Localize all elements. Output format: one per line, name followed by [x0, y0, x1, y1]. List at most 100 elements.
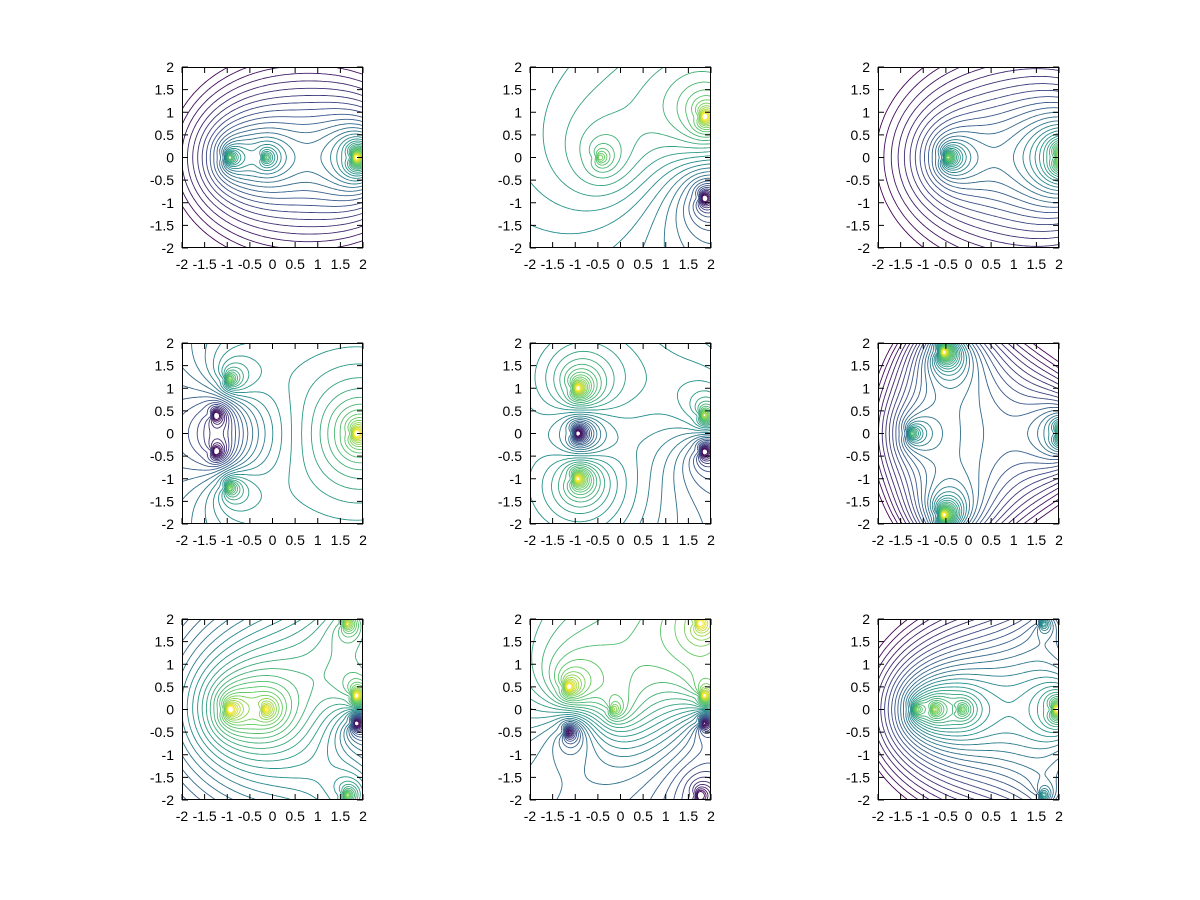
- contour-level: [907, 619, 1059, 800]
- contour-level: [531, 619, 711, 725]
- contour-level: [894, 619, 1059, 800]
- contour-level: [878, 619, 919, 800]
- y-tick-label: 1.5: [503, 358, 523, 374]
- contour-level: [937, 116, 1059, 199]
- contour-level: [558, 714, 711, 800]
- y-tick-label: 1.5: [155, 634, 175, 650]
- contour-level: [187, 402, 236, 465]
- contour-level: [212, 343, 274, 524]
- contour-level: [192, 80, 363, 235]
- contour-level: [887, 619, 1012, 800]
- contour-level: [227, 147, 363, 168]
- x-tick-label: -1.5: [541, 256, 565, 272]
- y-tick-label: -0.5: [150, 724, 174, 740]
- contour-level: [878, 343, 1059, 524]
- y-tick-label: -0.5: [846, 448, 870, 464]
- x-tick-label: -0.5: [238, 808, 262, 824]
- x-tick-label: 1.5: [331, 256, 351, 272]
- y-tick-label: -2: [510, 516, 523, 532]
- x-tick-label: 0.5: [285, 532, 305, 548]
- contour-level: [891, 619, 1024, 800]
- contour-level: [226, 621, 362, 717]
- contour-level: [912, 622, 1059, 797]
- y-tick-label: -2: [162, 240, 175, 256]
- x-tick-label: -0.5: [238, 256, 262, 272]
- y-tick-label: 2: [862, 611, 870, 627]
- x-tick-label: -0.5: [586, 256, 610, 272]
- contour-level: [186, 72, 363, 243]
- y-tick-label: 0: [514, 702, 522, 718]
- contour-lines: [530, 67, 711, 248]
- contour-level: [572, 376, 710, 489]
- x-tick-label: 0: [269, 808, 277, 824]
- contour-level: [916, 702, 1059, 717]
- contour-level: [878, 619, 931, 800]
- contour-level: [208, 407, 228, 460]
- y-tick-label: 2: [166, 335, 174, 351]
- contour-level: [211, 409, 224, 458]
- x-tick-label: -0.5: [934, 256, 958, 272]
- contour-level: [569, 371, 711, 493]
- contour-level: [573, 426, 711, 464]
- y-tick-label: 1.5: [503, 82, 523, 98]
- contour-level: [182, 619, 363, 800]
- contour-level: [909, 75, 1059, 240]
- y-tick-label: -1: [858, 747, 871, 763]
- x-tick-label: -2: [176, 808, 189, 824]
- contour-lines: [182, 67, 363, 248]
- contour-level: [210, 408, 226, 459]
- contour-level: [572, 423, 711, 481]
- contour-level: [913, 694, 1059, 725]
- contour-level: [553, 350, 711, 508]
- y-tick-label: -2: [510, 792, 523, 808]
- x-tick-label: 0: [965, 532, 973, 548]
- contour-level: [565, 619, 708, 699]
- contour-level: [212, 410, 223, 457]
- contour-level: [675, 174, 711, 248]
- x-tick-label: 1: [314, 808, 322, 824]
- contour-level: [552, 713, 711, 800]
- x-tick-label: -1.5: [541, 532, 565, 548]
- x-tick-label: 0: [965, 808, 973, 824]
- x-tick-label: -2: [524, 808, 537, 824]
- contour-level: [228, 148, 363, 167]
- contour-level: [530, 712, 711, 768]
- plot-frame: [878, 67, 1059, 248]
- y-tick-label: 0: [166, 150, 174, 166]
- x-tick-label: 1.5: [679, 256, 699, 272]
- contour-level: [897, 67, 988, 248]
- contour-level: [939, 120, 1059, 195]
- x-tick-label: -1: [221, 256, 234, 272]
- y-tick-label: 0: [514, 150, 522, 166]
- contour-level: [530, 159, 711, 235]
- contour-level: [564, 716, 711, 800]
- y-tick-label: 0.5: [851, 403, 871, 419]
- y-tick-label: 2: [862, 59, 870, 75]
- contour-level: [911, 621, 1059, 798]
- x-tick-label: -2: [176, 532, 189, 548]
- y-tick-label: 1: [514, 656, 522, 672]
- y-tick-label: 2: [166, 611, 174, 627]
- contour-level: [227, 692, 360, 714]
- y-tick-label: -1.5: [498, 769, 522, 785]
- x-tick-label: 1: [662, 808, 670, 824]
- y-tick-label: -1.5: [846, 493, 870, 509]
- contour-level: [182, 619, 363, 800]
- contour-level: [561, 715, 711, 800]
- contour-level: [559, 358, 711, 503]
- contour-level: [914, 83, 1059, 232]
- x-tick-label: -2: [872, 256, 885, 272]
- contour-level: [226, 371, 363, 496]
- contour-level: [221, 127, 363, 188]
- contour-level: [909, 343, 1059, 524]
- y-tick-label: -1: [510, 747, 523, 763]
- contour-level: [699, 107, 711, 126]
- x-tick-label: -1.5: [541, 808, 565, 824]
- y-tick-label: -2: [162, 792, 175, 808]
- plot-frame: [530, 343, 711, 524]
- contour-level: [225, 620, 362, 718]
- contour-level: [919, 89, 1059, 226]
- contour-level: [565, 619, 710, 700]
- x-tick-label: 0: [617, 808, 625, 824]
- contour-level: [944, 137, 1059, 178]
